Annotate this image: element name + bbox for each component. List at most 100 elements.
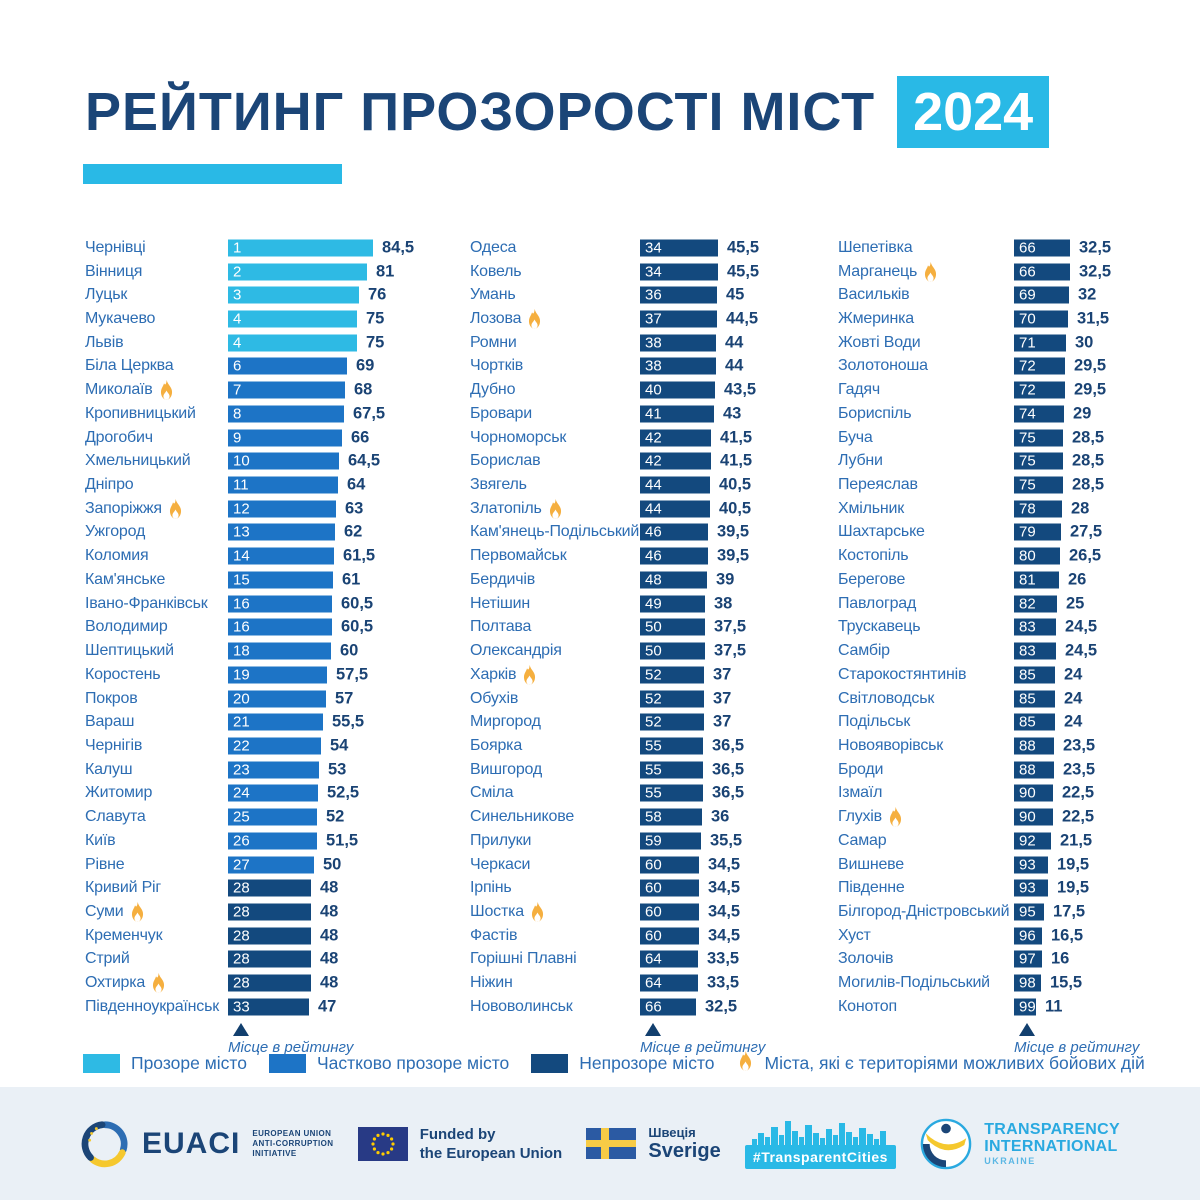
city-label: Олександрія	[470, 642, 562, 660]
score-value: 45	[726, 285, 745, 304]
score-value: 47	[318, 997, 337, 1016]
city-name: Дубно	[470, 381, 516, 399]
city-name: Ірпінь	[470, 879, 512, 897]
city-label: Новояворівськ	[838, 737, 943, 755]
city-label: Вараш	[85, 713, 134, 731]
score-bar: 88	[1014, 761, 1054, 779]
score-bar: 34	[640, 239, 718, 257]
score-bar: 7	[228, 381, 345, 399]
city-row: Золотоноша 72 29,5	[838, 355, 1200, 379]
city-name: Ужгород	[85, 523, 146, 541]
score-value: 28,5	[1072, 451, 1105, 470]
score-value: 67,5	[353, 404, 386, 423]
score-bar: 50	[640, 642, 705, 660]
score-bar: 60	[640, 879, 699, 897]
city-row: Кропивницький 8 67,5	[85, 402, 475, 426]
rank-value: 60	[645, 927, 662, 945]
score-bar: 75	[1014, 452, 1063, 470]
score-bar: 1	[228, 239, 373, 257]
flame-icon	[889, 806, 902, 827]
axis-arrow-icon	[233, 1022, 249, 1036]
score-bar: 22	[228, 737, 321, 755]
city-row: Павлоград 82 25	[838, 592, 1200, 616]
city-name: Нетішин	[470, 594, 531, 612]
rank-value: 50	[645, 618, 662, 636]
rank-value: 33	[233, 998, 250, 1016]
score-value: 22,5	[1062, 807, 1095, 826]
city-name: Кременчук	[85, 926, 163, 944]
rank-value: 12	[233, 500, 250, 518]
euaci-swirl-icon	[81, 1120, 128, 1167]
city-name: Шепетівка	[838, 238, 913, 256]
rank-value: 88	[1019, 737, 1036, 755]
rank-value: 42	[645, 452, 662, 470]
score-bar: 46	[640, 547, 708, 565]
city-label: Марганець	[838, 261, 939, 283]
rank-value: 26	[233, 832, 250, 850]
eu-text-line: Funded by	[419, 1125, 496, 1143]
city-label: Лозова	[470, 308, 543, 330]
euaci-tagline-line: EUROPEAN UNION	[252, 1129, 332, 1138]
score-value: 54	[330, 736, 349, 755]
rank-value: 75	[1019, 452, 1036, 470]
score-bar: 93	[1014, 856, 1048, 874]
city-row: Нетішин 49 38	[470, 592, 838, 616]
city-name: Ніжин	[470, 974, 513, 992]
score-value: 28,5	[1072, 475, 1105, 494]
city-label: Чернігів	[85, 737, 142, 755]
column-rows: Шепетівка 66 32,5 Марганець 66 32,5 Васильків…	[838, 236, 1200, 1019]
city-row: Могилів-Подільський 98 15,5	[838, 971, 1200, 995]
rank-value: 72	[1019, 381, 1036, 399]
city-label: Вінниця	[85, 263, 142, 281]
city-name: Звягель	[470, 476, 527, 494]
axis-label: Місце в рейтингу	[640, 1038, 766, 1056]
rank-value: 44	[645, 476, 662, 494]
city-row: Харків 52 37	[470, 663, 838, 687]
rank-value: 7	[233, 381, 242, 399]
legend-label: Прозоре місто	[131, 1053, 247, 1073]
rank-value: 60	[645, 903, 662, 921]
city-label: Старокостянтинів	[838, 666, 966, 684]
score-bar: 41	[640, 405, 714, 423]
rank-value: 1	[233, 239, 242, 257]
rank-value: 15	[233, 571, 250, 589]
city-row: Шепетівка 66 32,5	[838, 236, 1200, 260]
score-value: 45,5	[727, 238, 760, 257]
rank-value: 40	[645, 381, 662, 399]
transparent-swatch	[83, 1054, 120, 1073]
city-name: Покров	[85, 689, 138, 707]
city-row: Дніпро 11 64	[85, 473, 475, 497]
score-value: 60,5	[341, 617, 374, 636]
city-label: Переяслав	[838, 476, 918, 494]
city-name: Трускавець	[838, 618, 921, 636]
city-row: Кам'янське 15 61	[85, 568, 475, 592]
score-bar: 81	[1014, 571, 1059, 589]
city-name: Хмільник	[838, 499, 905, 517]
score-value: 53	[328, 760, 347, 779]
city-label: Ужгород	[85, 523, 145, 541]
city-row: Миколаїв 7 68	[85, 378, 475, 402]
city-name: Охтирка	[85, 974, 146, 992]
score-bar: 93	[1014, 879, 1048, 897]
score-value: 44	[725, 356, 744, 375]
score-value: 45,5	[727, 262, 760, 281]
city-label: Сміла	[470, 784, 514, 802]
city-row: Старокостянтинів 85 24	[838, 663, 1200, 687]
score-value: 39,5	[717, 522, 750, 541]
city-label: Хмельницький	[85, 452, 191, 470]
city-label: Дніпро	[85, 476, 134, 494]
city-row: Ужгород 13 62	[85, 521, 475, 545]
score-bar: 4	[228, 310, 357, 328]
rank-value: 27	[233, 856, 250, 874]
score-value: 32,5	[1079, 262, 1112, 281]
score-bar: 38	[640, 334, 716, 352]
city-label: Борислав	[470, 452, 541, 470]
city-row: Ромни 38 44	[470, 331, 838, 355]
score-value: 44	[725, 333, 744, 352]
rank-value: 81	[1019, 571, 1036, 589]
city-row: Первомайськ 46 39,5	[470, 544, 838, 568]
score-value: 69	[356, 356, 375, 375]
city-label: Васильків	[838, 286, 910, 304]
city-label: Харків	[470, 664, 538, 686]
city-label: Берегове	[838, 571, 905, 589]
